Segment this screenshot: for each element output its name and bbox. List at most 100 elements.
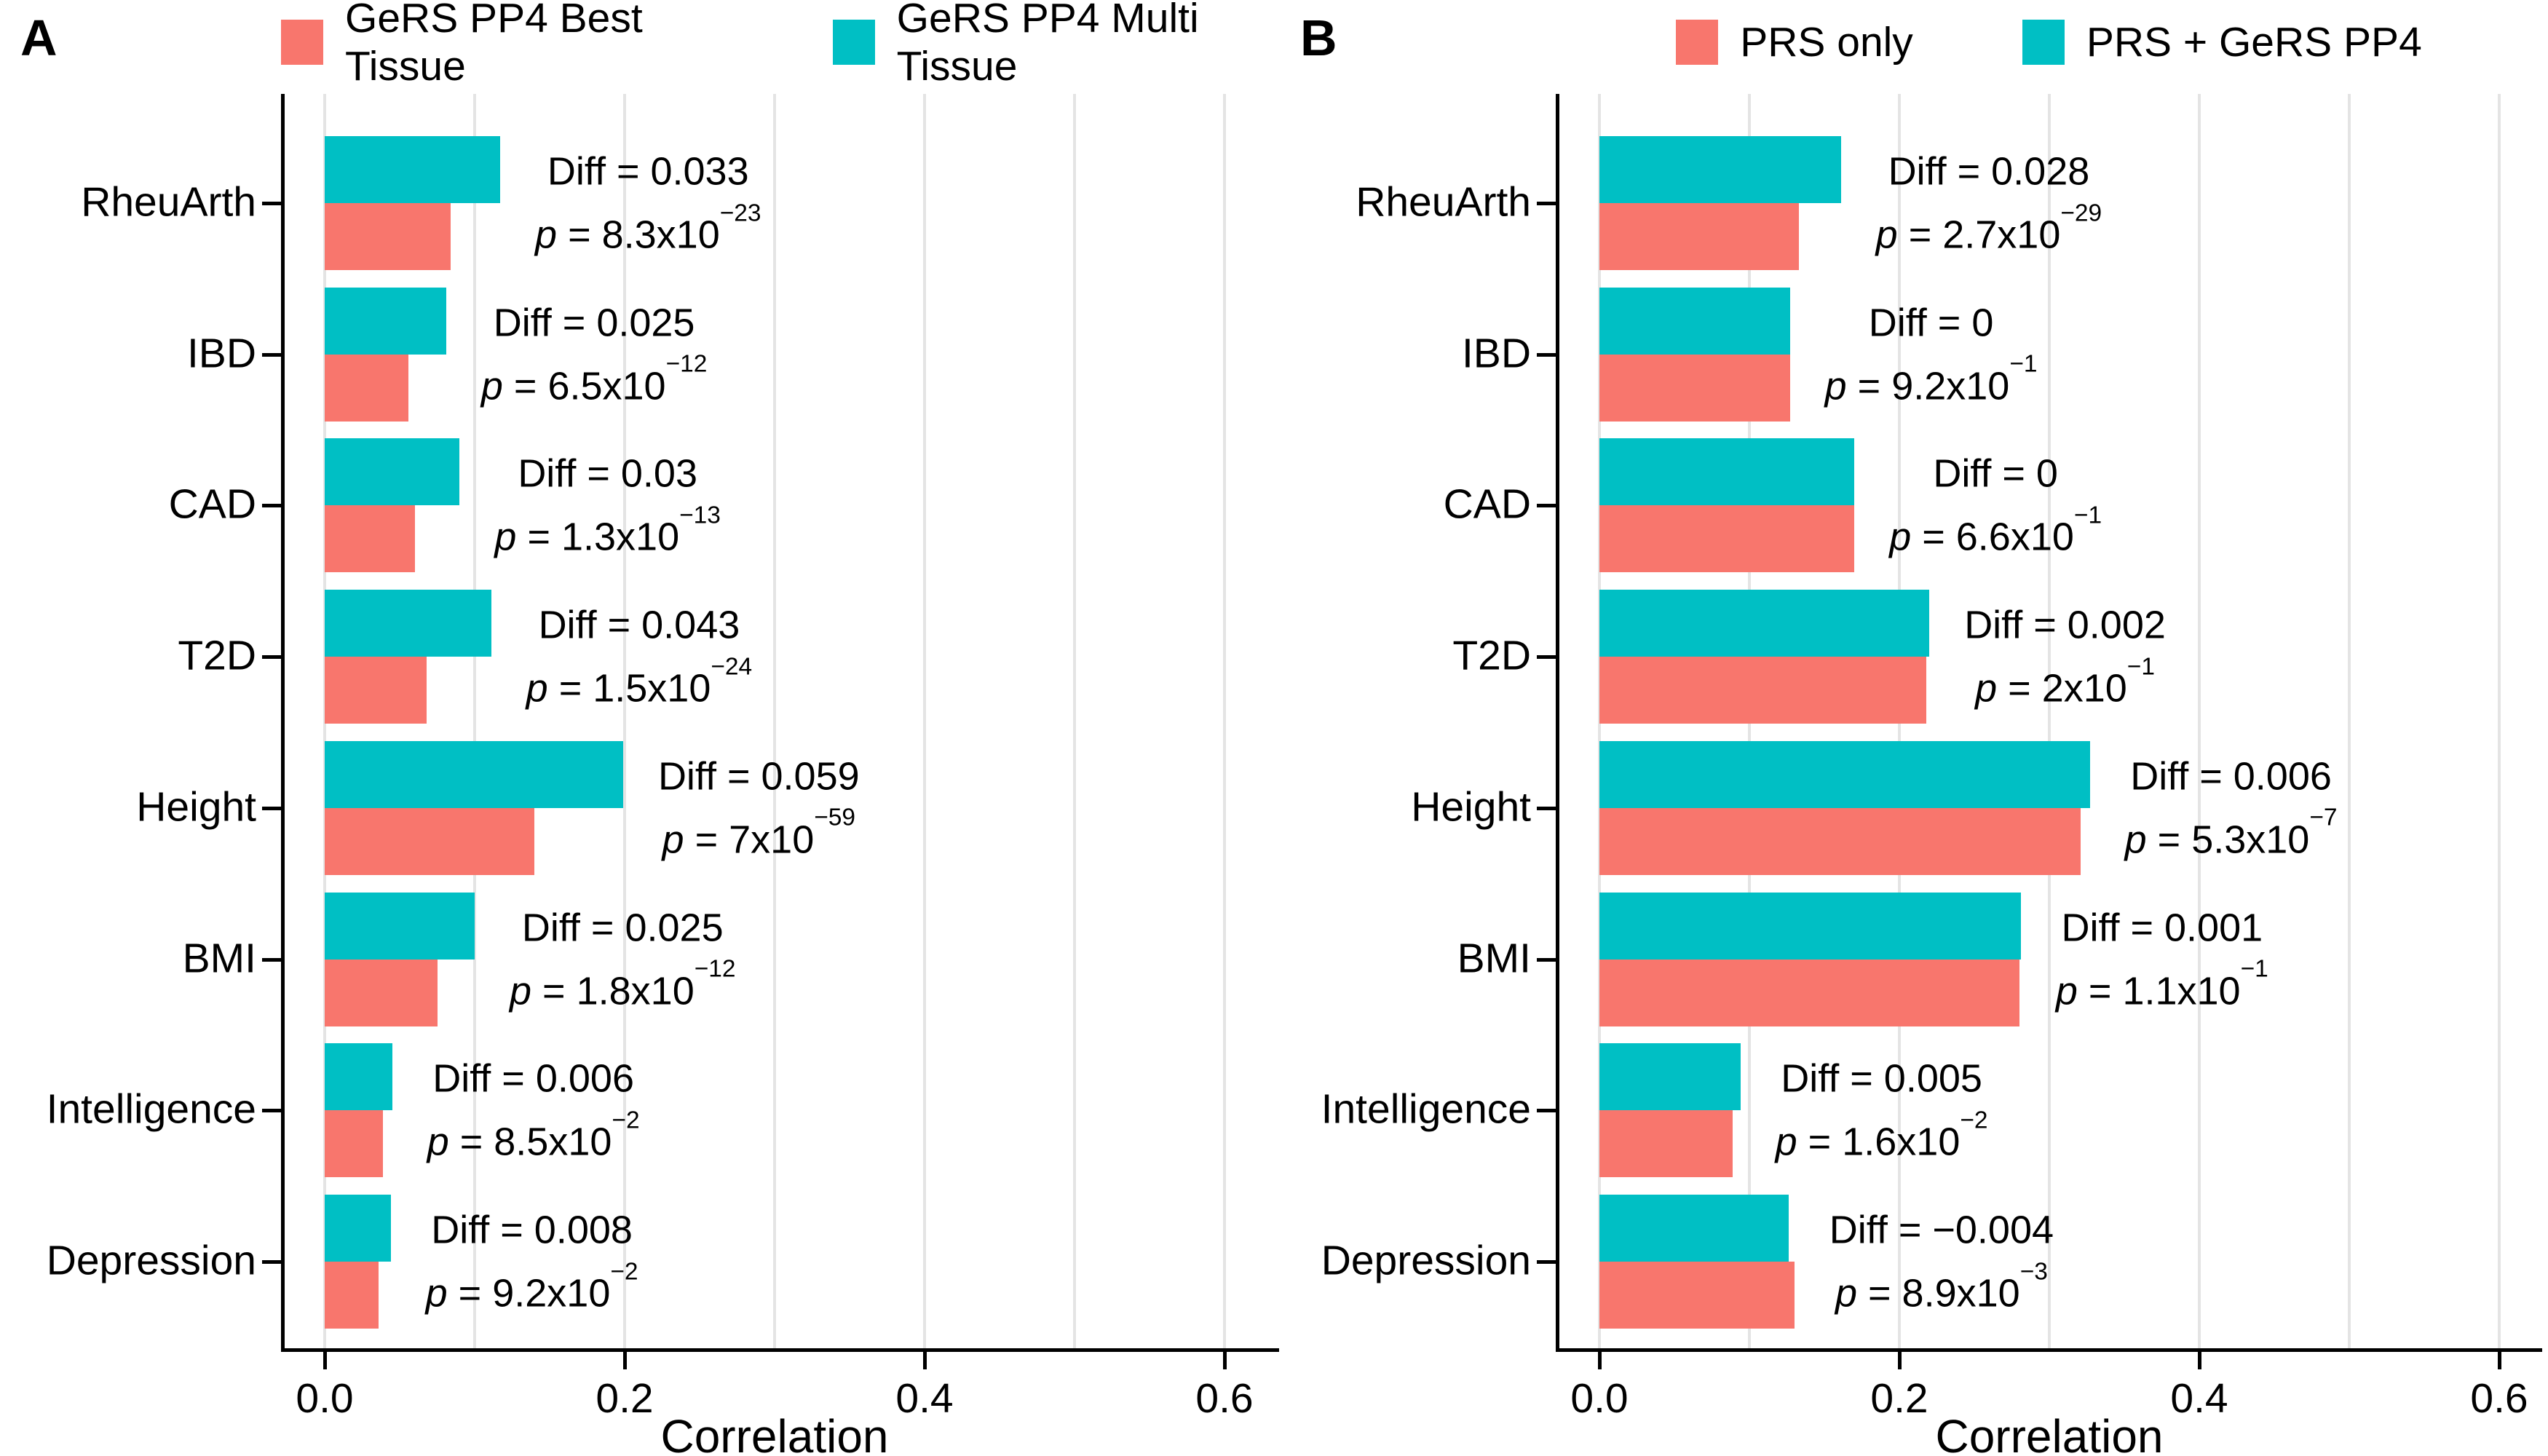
category-label: Intelligence	[1321, 1085, 1531, 1133]
bar-rheuarth-prs-only	[1599, 203, 1799, 270]
category-label: BMI	[182, 935, 256, 982]
bar-t2d-gers-pp4-best-tissue	[325, 657, 427, 724]
x-tick	[323, 1352, 327, 1369]
annotation-rheuarth: Diff = 0.028 p = 2.7x10−29	[1876, 144, 2102, 263]
bar-t2d-gers-pp4-multi-tissue	[325, 590, 491, 657]
annotation-intelligence: Diff = 0.005 p = 1.6x10−2	[1776, 1051, 1988, 1170]
annotation-depression: Diff = 0.008 p = 9.2x10−2	[426, 1202, 638, 1321]
x-tick	[1898, 1352, 1902, 1369]
p-value-label: p = 2.7x10−29	[1875, 199, 2102, 257]
p-value-label: p = 8.3x10−23	[535, 199, 761, 257]
legend-swatch	[281, 20, 323, 65]
legend-item: GeRS PP4 Best Tissue	[281, 0, 724, 90]
x-tick-label: 0.0	[1570, 1375, 1629, 1422]
annotation-t2d: Diff = 0.002 p = 2x10−1	[1964, 598, 2166, 716]
category-label: Depression	[1321, 1237, 1531, 1284]
diff-label: Diff = 0.03	[518, 451, 697, 496]
bar-bmi-prs-only	[1599, 959, 2019, 1026]
x-tick-label: 0.2	[1870, 1375, 1928, 1422]
diff-label: Diff = 0.008	[431, 1208, 633, 1252]
x-axis-line	[1556, 1348, 2542, 1352]
diff-label: Diff = 0.025	[521, 906, 724, 950]
y-tick	[262, 1109, 281, 1113]
p-value-label: p = 7x10−59	[662, 804, 856, 862]
category-label: Depression	[46, 1237, 256, 1284]
y-tick	[1537, 1259, 1556, 1264]
annotation-height: Diff = 0.006 p = 5.3x10−7	[2125, 748, 2338, 867]
gridline	[2048, 94, 2051, 1348]
bar-height-prs-+-gers-pp4	[1599, 740, 2090, 808]
annotation-cad: Diff = 0.03 p = 1.3x10−13	[494, 446, 721, 565]
y-tick	[1537, 1109, 1556, 1113]
p-value-label: p = 9.2x10−2	[425, 1258, 638, 1315]
category-label: Height	[136, 783, 256, 831]
gridline	[1073, 94, 1076, 1348]
annotation-t2d: Diff = 0.043 p = 1.5x10−24	[526, 598, 753, 716]
annotation-cad: Diff = 0 p = 6.6x10−1	[1889, 446, 2102, 565]
category-label: Intelligence	[46, 1085, 256, 1133]
diff-label: Diff = 0.028	[1888, 149, 2090, 194]
y-tick	[1537, 202, 1556, 205]
annotation-height: Diff = 0.059 p = 7x10−59	[658, 748, 860, 867]
annotation-ibd: Diff = 0 p = 9.2x10−1	[1825, 295, 2038, 414]
x-tick-label: 0.0	[296, 1375, 354, 1422]
y-tick	[262, 806, 281, 810]
bar-rheuarth-prs-+-gers-pp4	[1599, 136, 1841, 203]
diff-label: Diff = 0.005	[1781, 1056, 1982, 1101]
legend-label: GeRS PP4 Multi Tissue	[896, 0, 1199, 90]
x-tick-label: 0.4	[895, 1375, 954, 1422]
bar-bmi-gers-pp4-best-tissue	[325, 959, 438, 1026]
bar-rheuarth-gers-pp4-multi-tissue	[325, 136, 501, 203]
y-tick	[1537, 504, 1556, 508]
bar-depression-gers-pp4-best-tissue	[325, 1261, 379, 1329]
y-tick	[262, 655, 281, 660]
category-label: BMI	[1457, 935, 1531, 982]
legend-label: PRS only	[1740, 19, 1913, 66]
bar-depression-prs-+-gers-pp4	[1599, 1194, 1789, 1262]
y-tick	[262, 1259, 281, 1264]
category-label: T2D	[1452, 632, 1531, 679]
diff-label: Diff = 0.006	[432, 1056, 634, 1101]
x-axis-line	[281, 1348, 1279, 1352]
diff-label: Diff = 0.033	[547, 149, 749, 194]
legend-item: PRS + GeRS PP4	[2022, 18, 2422, 66]
legend-label: PRS + GeRS PP4	[2086, 19, 2422, 66]
annotation-ibd: Diff = 0.025 p = 6.5x10−12	[481, 295, 708, 414]
legend-swatch	[2022, 20, 2065, 65]
bar-rheuarth-gers-pp4-best-tissue	[325, 203, 451, 270]
y-tick	[1537, 806, 1556, 810]
diff-label: Diff = 0	[1933, 451, 2058, 496]
diff-label: Diff = 0.001	[2061, 906, 2263, 950]
bar-t2d-prs-only	[1599, 657, 1927, 724]
y-tick	[1537, 352, 1556, 357]
diff-label: Diff = −0.004	[1829, 1208, 2054, 1252]
bar-cad-gers-pp4-multi-tissue	[325, 438, 460, 506]
p-value-label: p = 6.5x10−12	[480, 350, 708, 408]
category-label: IBD	[186, 330, 256, 377]
category-label: RheuArth	[1356, 178, 1531, 226]
gridline	[1223, 94, 1226, 1348]
category-label: Height	[1411, 783, 1531, 831]
bar-height-prs-only	[1599, 807, 2081, 875]
bar-ibd-gers-pp4-multi-tissue	[325, 287, 446, 355]
annotation-intelligence: Diff = 0.006 p = 8.5x10−2	[427, 1051, 640, 1170]
diff-label: Diff = 0.006	[2130, 754, 2332, 799]
x-tick	[923, 1352, 927, 1369]
annotation-depression: Diff = −0.004 p = 8.9x10−3	[1829, 1202, 2054, 1321]
bar-cad-prs-only	[1599, 505, 1855, 573]
gridline	[923, 94, 926, 1348]
bar-ibd-prs-only	[1599, 354, 1790, 422]
p-value-label: p = 1.8x10−12	[510, 955, 736, 1013]
bar-height-gers-pp4-multi-tissue	[325, 740, 623, 808]
panel-b-letter: B	[1300, 9, 1337, 66]
bar-bmi-gers-pp4-multi-tissue	[325, 892, 475, 960]
category-label: CAD	[168, 481, 256, 529]
legend-swatch	[1676, 20, 1719, 65]
annotation-bmi: Diff = 0.025 p = 1.8x10−12	[510, 900, 736, 1018]
diff-label: Diff = 0.002	[1964, 603, 2166, 647]
p-value-label: p = 9.2x10−1	[1824, 350, 2038, 408]
y-tick	[1537, 957, 1556, 962]
bar-depression-gers-pp4-multi-tissue	[325, 1194, 391, 1262]
bar-ibd-gers-pp4-best-tissue	[325, 354, 409, 422]
bar-intelligence-gers-pp4-best-tissue	[325, 1110, 384, 1178]
